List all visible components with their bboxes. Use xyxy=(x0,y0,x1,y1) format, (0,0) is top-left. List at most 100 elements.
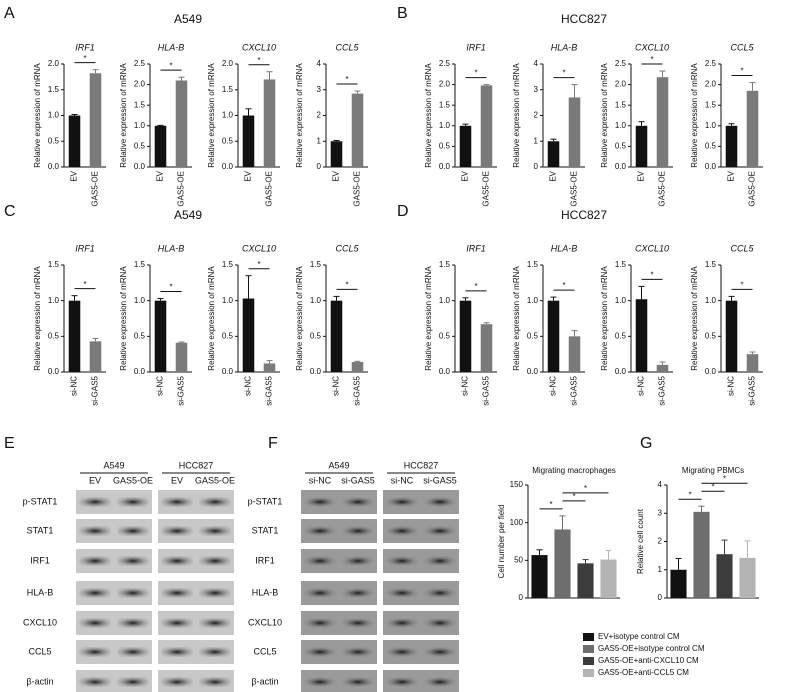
bar xyxy=(263,79,276,167)
y-tick-label: 0.0 xyxy=(705,367,717,376)
blot-row-label: IRF1 xyxy=(255,555,275,565)
x-tick-label: si-GAS5 xyxy=(177,375,186,405)
significance-label: * xyxy=(740,67,743,76)
y-tick-label: 1.0 xyxy=(48,296,60,305)
y-tick-label: 1.5 xyxy=(134,260,146,269)
y-tick-label: 100 xyxy=(510,518,524,527)
blot-band xyxy=(117,556,149,566)
blot-band xyxy=(386,618,418,628)
y-axis-label: Relative expression of mRNA xyxy=(295,266,304,371)
blot-row-label: β-actin xyxy=(251,676,278,686)
y-tick-label: 1.0 xyxy=(705,121,717,130)
x-tick-label: si-GAS5 xyxy=(91,375,100,405)
blot-lane-label: si-GAS5 xyxy=(341,475,375,485)
blot-band xyxy=(79,677,111,687)
y-tick-label: 1.5 xyxy=(222,260,234,269)
blot-row-label: β-actin xyxy=(26,676,53,686)
chart-title: IRF1 xyxy=(75,42,95,52)
bar xyxy=(600,559,617,598)
y-tick-label: 2.0 xyxy=(222,59,234,68)
significance-label: * xyxy=(650,55,653,64)
bar xyxy=(68,300,81,372)
y-tick-label: 0.5 xyxy=(439,331,451,340)
y-tick-label: 2.0 xyxy=(705,80,717,89)
blot-band xyxy=(386,497,418,507)
blot-lane-label: EV xyxy=(171,475,183,485)
y-tick-label: 1.0 xyxy=(439,296,451,305)
panel-title: A549 xyxy=(174,208,202,222)
significance-label: * xyxy=(549,500,552,509)
y-tick-label: 0.5 xyxy=(48,331,60,340)
y-tick-label: 1.5 xyxy=(439,260,451,269)
x-tick-label: EV xyxy=(332,170,341,181)
chart-title: HLA-B xyxy=(551,42,578,52)
y-tick-label: 1.5 xyxy=(527,260,539,269)
x-tick-label: EV xyxy=(549,170,558,181)
y-axis-label: Relative expression of mRNA xyxy=(119,266,128,371)
chart-title: CXCL10 xyxy=(242,243,276,253)
bar xyxy=(242,298,255,372)
legend-label: GAS5-OE+anti-CCL5 CM xyxy=(598,668,689,677)
blot-band xyxy=(342,556,374,566)
x-tick-label: GAS5-OE xyxy=(658,171,667,207)
blot-band xyxy=(161,618,193,628)
blot-lane-label: GAS5-OE xyxy=(113,475,153,485)
chart-title: HLA-B xyxy=(158,243,185,253)
significance-label: * xyxy=(688,490,691,499)
legend-swatch xyxy=(583,645,594,653)
blot-band xyxy=(304,677,336,687)
panel-title: HCC827 xyxy=(561,208,607,222)
blot-band xyxy=(117,647,149,657)
y-axis-label: Relative cell count xyxy=(636,508,645,574)
y-tick-label: 4 xyxy=(317,59,322,68)
legend-swatch xyxy=(583,669,594,677)
y-tick-label: 4 xyxy=(658,480,663,489)
bar xyxy=(531,555,548,598)
significance-label: * xyxy=(83,54,86,63)
y-tick-label: 0.0 xyxy=(222,367,234,376)
bar xyxy=(480,324,493,372)
bar xyxy=(725,300,738,372)
blot-band xyxy=(424,556,456,566)
blot-band xyxy=(117,618,149,628)
chart-title: CXCL10 xyxy=(635,42,669,52)
significance-label: * xyxy=(723,474,726,483)
y-tick-label: 1.5 xyxy=(134,100,146,109)
y-tick-label: 1.0 xyxy=(439,121,451,130)
y-tick-label: 0.0 xyxy=(310,367,322,376)
x-tick-label: si-GAS5 xyxy=(265,375,274,405)
blot-row-label: p-STAT1 xyxy=(23,496,58,506)
x-tick-label: EV xyxy=(70,170,79,181)
significance-label: * xyxy=(650,271,653,280)
y-tick-label: 0 xyxy=(317,162,322,171)
y-tick-label: 0 xyxy=(534,162,539,171)
x-tick-label: GAS5-OE xyxy=(91,171,100,207)
blot-band xyxy=(161,497,193,507)
y-tick-label: 0.0 xyxy=(615,367,627,376)
x-tick-label: si-NC xyxy=(70,376,79,396)
panel-label: G xyxy=(640,435,652,452)
y-tick-label: 1.0 xyxy=(222,296,234,305)
bar xyxy=(175,80,188,167)
blot-band xyxy=(79,647,111,657)
blot-band xyxy=(304,526,336,536)
blot-band xyxy=(117,588,149,598)
y-axis-label: Relative expression of mRNA xyxy=(690,266,699,371)
blot-group-label: HCC827 xyxy=(404,460,439,470)
blot-band xyxy=(161,526,193,536)
blot-band xyxy=(199,497,231,507)
y-tick-label: 1.0 xyxy=(48,111,60,120)
blot-band xyxy=(79,497,111,507)
bar xyxy=(635,125,648,167)
bar xyxy=(351,93,364,167)
y-tick-label: 0.5 xyxy=(310,331,322,340)
y-tick-label: 0.0 xyxy=(439,162,451,171)
significance-label: * xyxy=(345,75,348,84)
panel-label: E xyxy=(4,435,15,452)
bar xyxy=(175,342,188,372)
y-axis-label: Cell number per field xyxy=(497,505,506,579)
y-tick-label: 3 xyxy=(534,85,539,94)
blot-band xyxy=(79,556,111,566)
blot-lane-label: si-NC xyxy=(309,475,332,485)
bar xyxy=(154,125,167,167)
